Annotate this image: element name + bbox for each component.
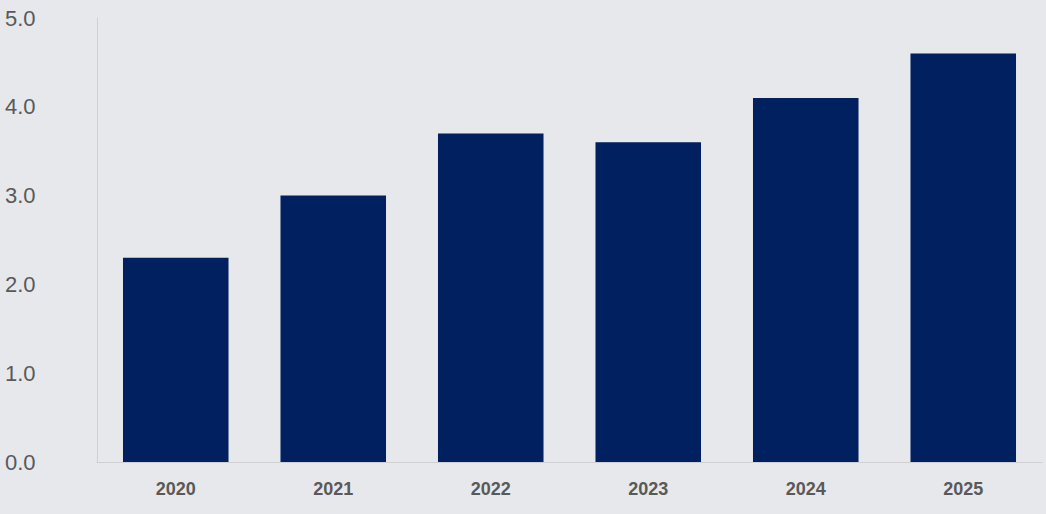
- svg-text:2025: 2025: [943, 479, 983, 499]
- svg-text:2.0: 2.0: [5, 272, 36, 297]
- svg-text:2024: 2024: [786, 479, 826, 499]
- svg-text:2023: 2023: [628, 479, 668, 499]
- svg-text:4.0: 4.0: [5, 94, 36, 119]
- svg-text:1.0: 1.0: [5, 361, 36, 386]
- svg-text:2022: 2022: [471, 479, 511, 499]
- svg-text:3.0: 3.0: [5, 183, 36, 208]
- svg-text:0.0: 0.0: [5, 450, 36, 475]
- svg-text:2020: 2020: [156, 479, 196, 499]
- svg-text:5.0: 5.0: [5, 6, 36, 31]
- svg-text:2021: 2021: [313, 479, 353, 499]
